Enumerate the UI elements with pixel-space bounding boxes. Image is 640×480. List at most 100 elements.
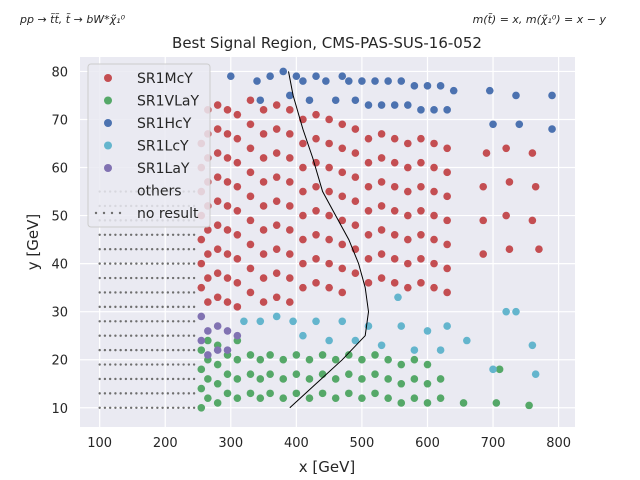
no-result-point [140,291,143,294]
no-result-point [156,348,159,352]
no-result-point [171,291,175,294]
no-result-point [119,363,122,366]
legend-box [87,63,211,228]
point-sr1mcy [377,130,386,138]
chart-title: Best Signal Region, CMS-PAS-SUS-16-052 [172,34,482,52]
no-result-point [182,305,185,309]
no-result-point [150,262,154,265]
point-sr1mcy [443,264,451,273]
point-sr1mcy [404,211,412,220]
point-sr1mcy [233,206,242,215]
no-result-point [129,248,133,251]
no-result-point [161,320,164,323]
point-sr1mcy [430,163,438,172]
no-result-point [166,291,170,294]
point-sr1hcy [417,106,425,114]
legend-marker [104,141,112,150]
no-result-point [124,291,128,294]
point-sr1hcy [226,72,235,81]
point-sr1lay [197,312,206,321]
point-sr1mcy [390,134,399,143]
point-sr1mcy [233,279,242,287]
point-sr1mcy [325,235,333,244]
x-axis-label: x [GeV] [299,458,355,476]
point-sr1mcy [390,279,399,287]
x-tick-label: 600 [415,436,440,451]
point-sr1vlay [266,389,274,398]
point-sr1mcy [351,221,360,229]
point-sr1mcy [390,206,399,215]
chart-subtitle-right: m(t̃) = x, m(χ̃₁⁰) = x − y [473,13,607,26]
no-result-point [129,377,133,381]
point-sr1lcy [289,317,297,326]
no-result-point [166,392,170,395]
point-sr1mcy [390,182,399,191]
point-sr1mcy [213,125,222,133]
point-sr1hcy [351,96,360,105]
point-sr1hcy [312,72,320,81]
no-result-point [187,348,191,352]
point-sr1mcy [259,226,268,234]
point-sr1mcy [338,120,347,129]
point-sr1mcy [325,115,333,124]
point-sr1hcy [449,86,458,95]
point-sr1mcy [213,269,222,278]
point-sr1vlay [410,394,419,402]
no-result-point [156,248,159,251]
no-result-point [171,406,175,409]
point-sr1hcy [266,72,274,81]
point-sr1mcy [312,182,320,191]
no-result-point [192,276,196,280]
point-sr1mcy [528,216,537,225]
no-result-point [108,406,112,409]
point-sr1vlay [256,375,265,383]
point-sr1lcy [325,336,333,345]
no-result-point [124,363,128,366]
no-result-point [182,320,185,323]
point-sr1lcy [377,341,386,350]
point-sr1hcy [322,77,330,85]
x-tick-label: 800 [546,436,571,451]
point-sr1vlay [197,384,206,393]
point-sr1vlay [345,351,353,359]
x-tick-label: 500 [350,436,375,451]
no-result-point [171,262,175,265]
point-sr1mcy [430,211,438,220]
point-sr1mcy [272,221,281,229]
no-result-point [98,305,101,309]
point-sr1mcy [479,250,488,258]
no-result-point [108,320,112,323]
point-sr1mcy [223,154,232,162]
no-result-point [166,363,170,366]
point-sr1mcy [259,106,268,114]
point-sr1mcy [417,206,425,215]
point-sr1lay [204,351,212,359]
legend-marker [110,211,114,215]
legend-label: SR1VLaY [137,94,199,110]
point-sr1mcy [213,197,222,205]
no-result-point [166,320,170,323]
point-sr1vlay [213,399,222,407]
no-result-point [166,406,170,409]
point-sr1lay [223,327,232,335]
point-sr1mcy [430,259,438,268]
point-sr1lcy [256,317,265,326]
point-sr1mcy [299,139,307,148]
no-result-point [156,276,159,280]
no-result-point [129,276,133,280]
point-sr1mcy [312,206,320,215]
point-sr1mcy [479,216,488,225]
no-result-point [182,377,185,381]
point-sr1lcy [528,341,537,350]
no-result-point [129,334,133,337]
no-result-point [161,363,164,366]
point-sr1lcy [436,346,445,354]
point-sr1mcy [272,245,281,254]
y-tick-label: 40 [51,258,68,273]
point-sr1mcy [197,259,206,268]
no-result-point [103,377,107,381]
no-result-point [140,276,143,280]
point-sr1mcy [246,216,255,225]
point-sr1lay [223,346,232,354]
point-sr1hcy [512,91,520,100]
